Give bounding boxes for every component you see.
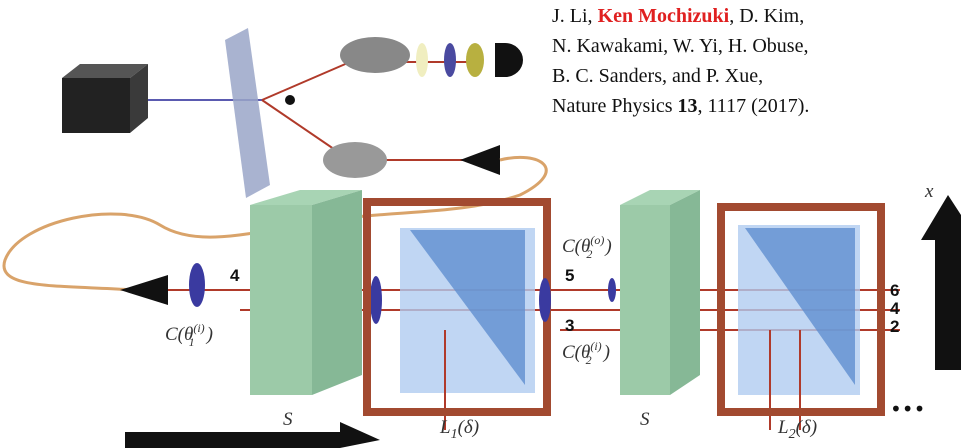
text: 2 bbox=[586, 353, 592, 367]
coin-label: C(θ(i)2) bbox=[562, 339, 610, 367]
text: 1 bbox=[189, 335, 195, 349]
text: , 1117 (2017). bbox=[698, 95, 810, 117]
port-label: 4 bbox=[230, 266, 240, 285]
text: ) bbox=[206, 324, 213, 345]
laser-source bbox=[62, 64, 148, 133]
citation-line: Nature Physics 13, 1117 (2017). bbox=[552, 95, 809, 117]
element-label: S bbox=[283, 409, 293, 430]
highlight-author: Ken Mochizuki bbox=[598, 5, 730, 27]
text: 2 bbox=[586, 247, 592, 261]
citation-line: B. C. Sanders, and P. Xue, bbox=[552, 65, 763, 87]
text: (δ) bbox=[796, 417, 818, 438]
beam-displacer bbox=[620, 190, 700, 395]
element-label: L2(δ) bbox=[777, 417, 817, 442]
volume: 13 bbox=[678, 95, 698, 117]
text: (δ) bbox=[458, 417, 480, 438]
citation-line: J. Li, Ken Mochizuki, D. Kim, bbox=[552, 5, 804, 27]
port-label: 3 bbox=[565, 316, 574, 335]
ellipsis: ••• bbox=[890, 397, 925, 421]
text: Nature Physics bbox=[552, 95, 678, 117]
port-label: 5 bbox=[565, 266, 574, 285]
text: (o) bbox=[590, 233, 604, 247]
text: 1 bbox=[451, 427, 458, 442]
step-arrow bbox=[125, 422, 380, 448]
coin-label: C(θ(i)1) bbox=[165, 321, 213, 349]
text: (i) bbox=[193, 321, 204, 335]
text: 2 bbox=[789, 427, 796, 442]
coin-label: C(θ(o)2) bbox=[562, 233, 612, 261]
beam-displacer bbox=[250, 190, 362, 395]
text: J. Li, bbox=[552, 5, 598, 27]
text: L bbox=[777, 417, 789, 438]
port-label: 2 bbox=[890, 317, 899, 336]
axis-label: x bbox=[924, 181, 934, 202]
setup-diagram: J. Li, Ken Mochizuki, D. Kim, N. Kawakam… bbox=[0, 0, 961, 448]
element-label: S bbox=[640, 409, 650, 430]
text: L bbox=[439, 417, 451, 438]
text: , D. Kim, bbox=[729, 5, 804, 27]
text: (i) bbox=[590, 339, 601, 353]
port-label: 4 bbox=[890, 299, 900, 318]
citation-line: N. Kawakami, W. Yi, H. Obuse, bbox=[552, 35, 808, 57]
port-label: 6 bbox=[890, 281, 899, 300]
lens bbox=[340, 37, 410, 73]
text: ) bbox=[604, 236, 611, 257]
crystal-plate bbox=[225, 28, 270, 198]
lens bbox=[323, 142, 387, 178]
element-label: L1(δ) bbox=[439, 417, 479, 442]
x-arrow bbox=[921, 195, 961, 370]
text: ) bbox=[603, 342, 610, 363]
